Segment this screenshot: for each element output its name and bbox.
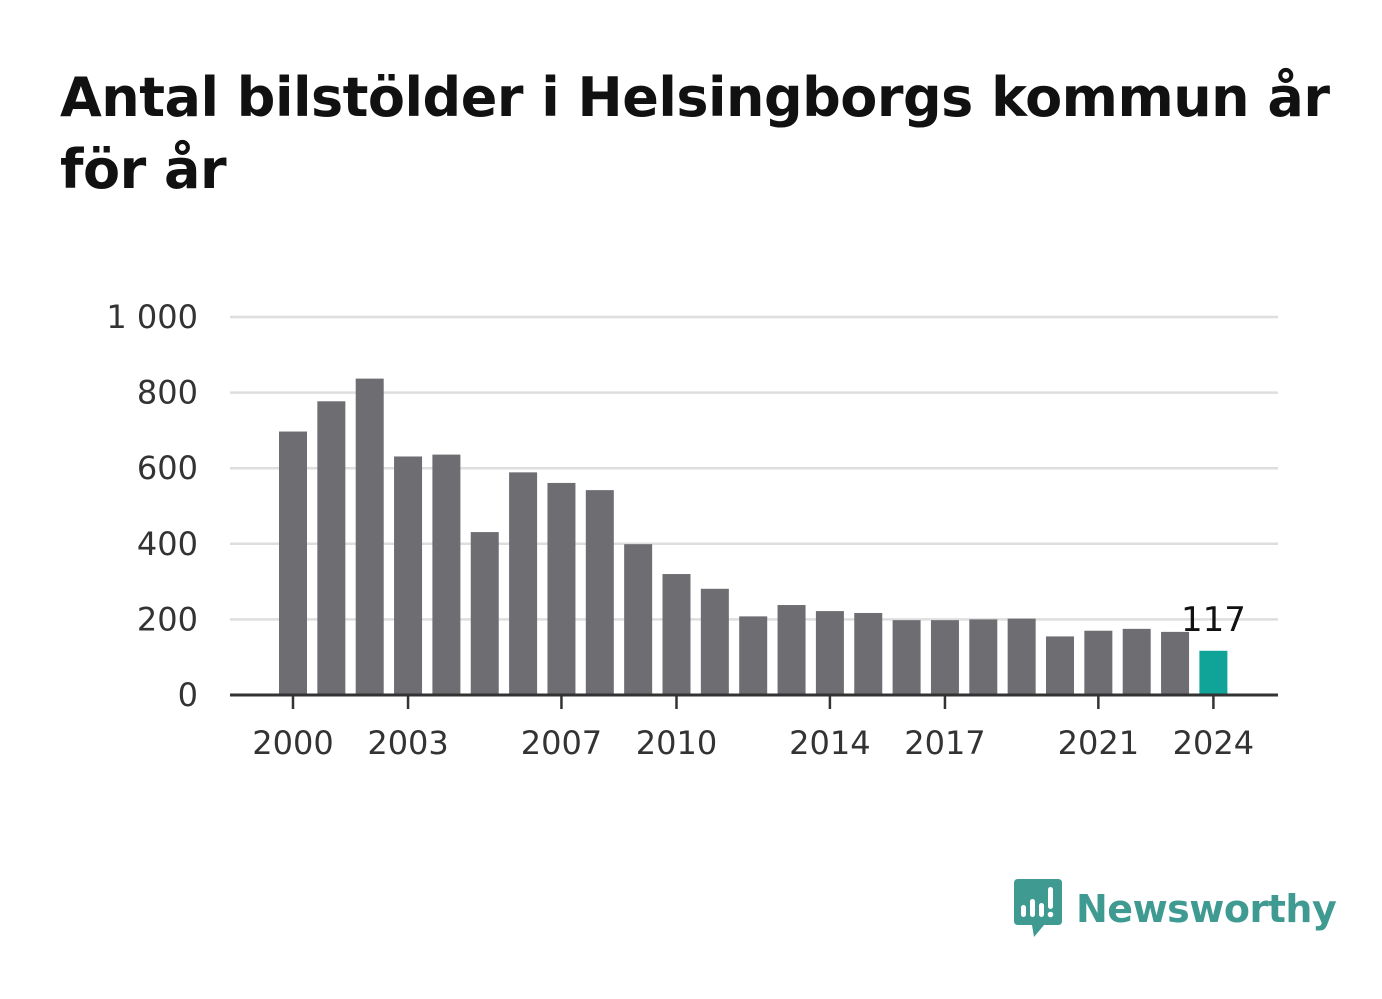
x-axis: 2000 2003 2007 2010 2014 2017 2021 2024 xyxy=(230,693,1278,762)
y-tick-label: 800 xyxy=(137,374,198,412)
y-tick-label: 1 000 xyxy=(106,298,198,336)
bar xyxy=(1046,636,1074,695)
brand-name: Newsworthy xyxy=(1076,887,1337,931)
brand-logo: Newsworthy xyxy=(1010,876,1337,942)
bar xyxy=(432,454,461,695)
x-tick-label: 2024 xyxy=(1173,724,1254,762)
bar xyxy=(815,611,844,695)
x-tick-label: 2007 xyxy=(521,724,602,762)
bar xyxy=(585,490,614,695)
bar xyxy=(547,482,576,695)
bar xyxy=(279,431,307,695)
gridlines xyxy=(230,315,1278,621)
x-tick-label: 2000 xyxy=(252,724,333,762)
x-tick-label: 2017 xyxy=(904,724,985,762)
bar xyxy=(509,472,538,695)
x-tick-label: 2021 xyxy=(1058,724,1139,762)
data-labels: 117 xyxy=(1181,600,1246,640)
bar-chart-speech-bubble-icon xyxy=(1014,879,1062,937)
data-label-highlight: 117 xyxy=(1181,600,1246,640)
bar xyxy=(317,401,346,695)
bar xyxy=(1161,631,1190,695)
bar xyxy=(700,588,729,695)
y-axis-ticks: 0 200 400 600 800 1 000 xyxy=(106,298,198,714)
y-tick-label: 400 xyxy=(137,525,198,563)
bar xyxy=(1199,650,1228,695)
chart-title: Antal bilstölder i Helsingborgs kommun å… xyxy=(60,66,1330,201)
y-tick-label: 200 xyxy=(137,600,198,638)
bar xyxy=(739,616,768,695)
bar xyxy=(969,619,998,695)
bar xyxy=(470,532,499,695)
bar xyxy=(777,605,806,695)
bar xyxy=(930,620,959,695)
bar xyxy=(662,574,691,695)
y-tick-label: 0 xyxy=(178,676,198,714)
bar xyxy=(854,612,883,695)
x-tick-label: 2010 xyxy=(636,724,717,762)
bar xyxy=(624,544,653,695)
bar xyxy=(394,456,423,695)
bar xyxy=(1122,628,1151,695)
bar xyxy=(355,378,384,695)
x-tick-label: 2003 xyxy=(367,724,448,762)
y-tick-label: 600 xyxy=(137,449,198,487)
x-tick-label: 2014 xyxy=(789,724,870,762)
bars xyxy=(279,378,1228,695)
bar xyxy=(892,620,921,695)
bar xyxy=(1007,618,1036,695)
bar xyxy=(1084,630,1113,695)
